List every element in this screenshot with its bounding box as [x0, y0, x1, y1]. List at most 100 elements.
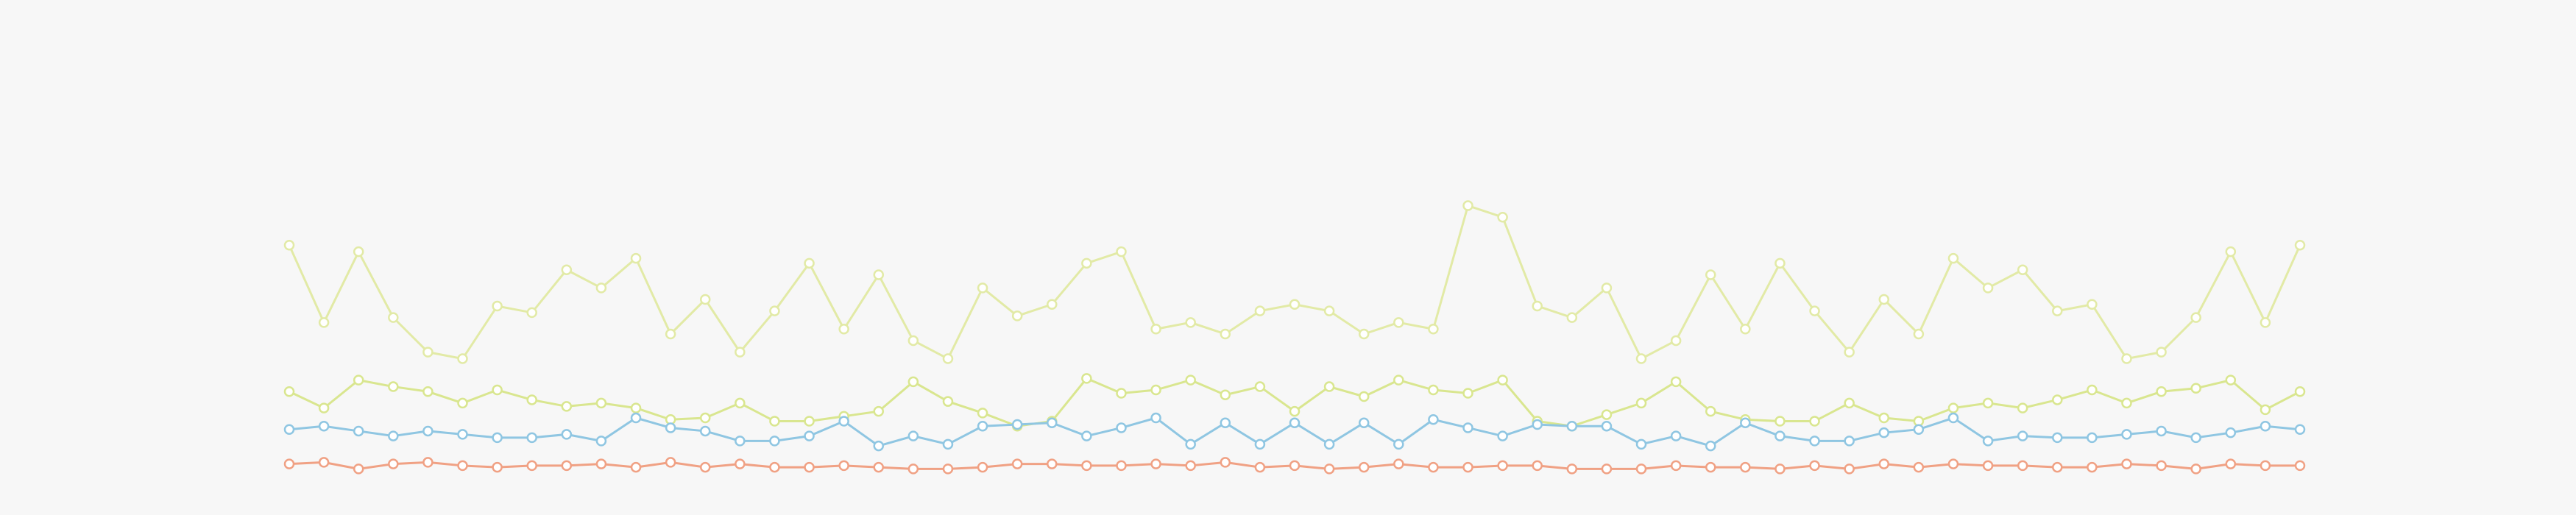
data-point: [492, 461, 503, 473]
data-point: [1428, 384, 1439, 396]
data-point: [595, 283, 607, 294]
data-point: [2294, 460, 2306, 472]
data-point: [1635, 353, 1647, 364]
data-point: [942, 396, 954, 407]
data-point: [1150, 324, 1161, 335]
data-point: [1185, 460, 1196, 472]
data-point: [1670, 460, 1682, 472]
data-point: [561, 460, 573, 472]
data-point: [1809, 416, 1820, 427]
data-point: [2190, 432, 2201, 444]
data-point: [907, 430, 919, 441]
data-point: [1462, 422, 1473, 433]
data-point: [318, 317, 330, 328]
data-point: [665, 457, 676, 468]
data-point: [1705, 440, 1716, 452]
data-point: [1740, 417, 1751, 429]
data-point: [1844, 397, 1855, 409]
data-point: [457, 397, 468, 409]
data-point: [735, 347, 746, 358]
data-point: [1081, 258, 1092, 269]
data-point: [1740, 461, 1751, 473]
data-point: [1220, 457, 1231, 468]
data-point: [561, 401, 573, 412]
data-point: [873, 440, 885, 452]
data-point: [1428, 414, 1439, 425]
data-point: [318, 457, 330, 468]
data-point: [1947, 412, 1959, 424]
data-point: [977, 283, 988, 294]
data-point: [1844, 436, 1855, 447]
data-point: [283, 239, 295, 251]
data-point: [1393, 374, 1404, 386]
data-point: [561, 264, 573, 276]
data-point: [1185, 438, 1196, 450]
data-point: [388, 430, 399, 441]
data-point: [1635, 464, 1647, 475]
data-point: [2017, 460, 2028, 472]
data-point: [735, 458, 746, 469]
data-point: [2294, 386, 2306, 397]
data-point: [561, 429, 573, 440]
data-point: [1011, 310, 1023, 322]
data-point: [1254, 461, 1266, 473]
data-point: [2225, 246, 2237, 258]
data-point: [2156, 386, 2167, 397]
data-point: [2260, 460, 2271, 472]
data-point: [769, 436, 780, 447]
data-point: [769, 461, 780, 473]
data-point: [1289, 405, 1301, 417]
data-point: [2156, 425, 2167, 437]
data-point: [873, 405, 885, 417]
data-point: [1809, 305, 1820, 316]
data-point: [595, 436, 607, 447]
data-point: [1878, 427, 1890, 438]
data-point: [1601, 420, 1613, 432]
data-point: [838, 460, 849, 472]
data-point: [2225, 427, 2237, 438]
data-point: [1220, 417, 1231, 429]
data-point: [2087, 432, 2098, 444]
data-point: [665, 328, 676, 340]
data-point: [1254, 305, 1266, 316]
data-point: [2190, 312, 2201, 323]
data-point: [1289, 460, 1301, 472]
data-point: [1705, 269, 1716, 280]
data-point: [2225, 458, 2237, 469]
data-point: [526, 432, 537, 444]
data-point: [804, 461, 815, 473]
data-point: [1047, 417, 1058, 429]
data-point: [630, 252, 642, 264]
data-point: [1982, 397, 1994, 409]
data-point: [1116, 388, 1127, 399]
data-point: [2017, 402, 2028, 413]
data-point: [2052, 432, 2063, 444]
data-point: [804, 430, 815, 441]
data-point: [283, 458, 295, 469]
data-point: [1774, 258, 1786, 269]
data-point: [1532, 460, 1543, 472]
data-point: [1358, 328, 1370, 340]
data-point: [1497, 374, 1508, 386]
data-point: [1982, 283, 1994, 294]
data-point: [1982, 436, 1994, 447]
data-point: [1047, 458, 1058, 469]
data-point: [2121, 429, 2132, 440]
data-point: [1601, 464, 1613, 475]
data-point: [1254, 381, 1266, 392]
data-point: [595, 458, 607, 469]
data-point: [1150, 458, 1161, 469]
data-point: [1323, 381, 1335, 392]
data-point: [526, 394, 537, 405]
data-point: [492, 432, 503, 444]
data-point: [873, 269, 885, 280]
data-point: [907, 464, 919, 475]
data-point: [1462, 388, 1473, 399]
data-point: [2052, 461, 2063, 473]
data-point: [1601, 409, 1613, 420]
data-point: [699, 425, 711, 437]
data-point: [1740, 324, 1751, 335]
data-point: [942, 464, 954, 475]
data-point: [1774, 464, 1786, 475]
